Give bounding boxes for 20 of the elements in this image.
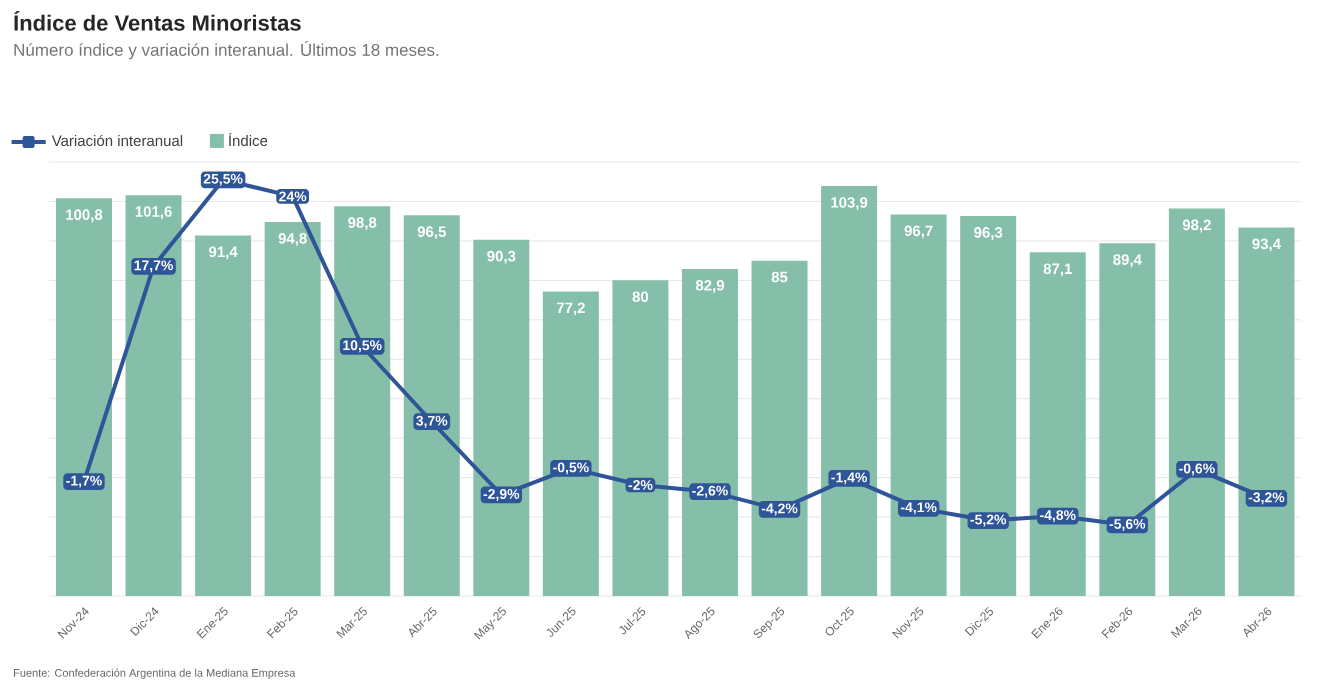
bar [55,198,112,596]
bar [960,216,1017,596]
bar [821,186,878,596]
bar [403,215,460,596]
bar [1099,243,1156,596]
bar [125,195,182,596]
bar [195,235,252,596]
bar [542,291,599,596]
bar [264,221,321,596]
bar [890,214,947,596]
bar [1238,227,1295,596]
bar [473,239,530,596]
bar [681,268,738,596]
bar [751,260,808,596]
chart-title: Índice de Ventas Minoristas [14,11,301,31]
bar [1029,252,1086,596]
bar [1168,208,1225,596]
bar [334,206,391,596]
chart-subtitle: Número índice y variación interanual. Últimos 18 meses. [14,41,439,60]
bar [612,280,669,596]
